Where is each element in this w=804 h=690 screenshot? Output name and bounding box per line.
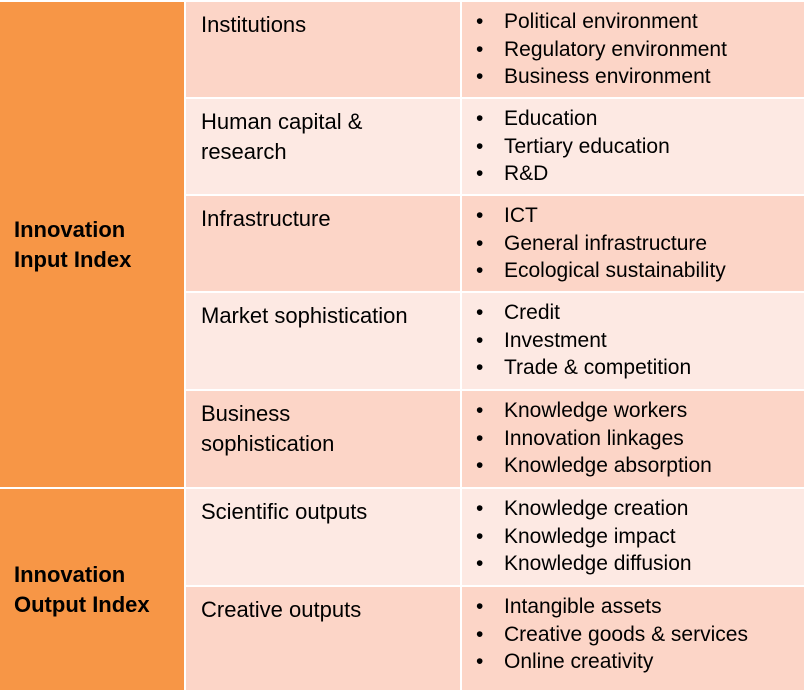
- group-label: Innovation Input Index: [14, 216, 132, 272]
- bullet-icon: •: [476, 204, 484, 227]
- bullet-icon: •: [476, 356, 484, 379]
- bullet-icon: •: [476, 107, 484, 130]
- subpillar-cell-business-sophistication: • Knowledge workers • Innovation linkages …: [462, 391, 804, 487]
- subpillar-item: • General infrastructure: [476, 230, 800, 258]
- subpillar-item: • Business environment: [476, 63, 800, 91]
- bullet-icon: •: [476, 552, 484, 575]
- subpillar-item: • ICT: [476, 202, 800, 230]
- subpillar-item: • Innovation linkages: [476, 425, 800, 453]
- subpillar-item: • Regulatory environment: [476, 36, 800, 64]
- pillar-cell-creative-outputs: Creative outputs: [186, 587, 460, 690]
- subpillar-item: • Tertiary education: [476, 133, 800, 161]
- bullet-icon: •: [476, 134, 484, 158]
- pillar-label: Scientific outputs: [201, 499, 368, 524]
- subpillar-list: • Knowledge workers • Innovation linkages …: [476, 397, 800, 480]
- pillar-label: Human capital & research: [201, 109, 363, 164]
- group-label: Innovation Output Index: [14, 561, 150, 617]
- subpillar-cell-infrastructure: • ICT • General infrastructure • Ecological…: [462, 196, 804, 291]
- subpillar-item: • Online creativity: [476, 648, 800, 676]
- bullet-icon: •: [476, 524, 484, 548]
- pillar-cell-infrastructure: Infrastructure: [186, 196, 460, 291]
- subpillar-item: • Creative goods & services: [476, 621, 800, 649]
- bullet-icon: •: [476, 650, 484, 673]
- group-innovation-output: Innovation Output Index: [0, 489, 184, 690]
- subpillar-item: • Education: [476, 105, 800, 133]
- subpillar-item: • Knowledge workers: [476, 397, 800, 425]
- subpillar-list: • Credit • Investment • Trade & competition: [476, 299, 800, 382]
- pillar-label: Infrastructure: [201, 206, 331, 231]
- subpillar-list: • Political environment • Regulatory envir…: [476, 8, 800, 91]
- subpillar-list: • Knowledge creation • Knowledge impact • K…: [476, 495, 800, 578]
- subpillar-item: • Knowledge diffusion: [476, 550, 800, 578]
- bullet-icon: •: [476, 497, 484, 520]
- subpillar-cell-creative-outputs: • Intangible assets • Creative goods & ser…: [462, 587, 804, 690]
- subpillar-item: • Political environment: [476, 8, 800, 36]
- subpillar-item: • Credit: [476, 299, 800, 327]
- bullet-icon: •: [476, 37, 484, 61]
- group-innovation-input: Innovation Input Index: [0, 2, 184, 487]
- pillar-label: Institutions: [201, 12, 307, 37]
- bullet-icon: •: [476, 426, 484, 450]
- pillar-cell-scientific-outputs: Scientific outputs: [186, 489, 460, 585]
- pillar-cell-business-sophistication: Business sophistication: [186, 391, 460, 487]
- pillar-cell-institutions: Institutions: [186, 2, 460, 97]
- subpillar-item: • Knowledge impact: [476, 523, 800, 551]
- subpillar-list: • Intangible assets • Creative goods & ser…: [476, 593, 800, 676]
- subpillar-list: • ICT • General infrastructure • Ecological…: [476, 202, 800, 285]
- pillar-cell-human-capital: Human capital & research: [186, 99, 460, 194]
- bullet-icon: •: [476, 10, 484, 33]
- subpillar-list: • Education • Tertiary education • R&D: [476, 105, 800, 188]
- bullet-icon: •: [476, 301, 484, 324]
- bullet-icon: •: [476, 595, 484, 618]
- bullet-icon: •: [476, 65, 484, 88]
- subpillar-item: • Ecological sustainability: [476, 257, 800, 285]
- bullet-icon: •: [476, 399, 484, 422]
- pillar-label: Market sophistication: [201, 303, 408, 328]
- pillar-cell-market-sophistication: Market sophistication: [186, 293, 460, 389]
- bullet-icon: •: [476, 259, 484, 282]
- subpillar-cell-institutions: • Political environment • Regulatory envir…: [462, 2, 804, 97]
- bullet-icon: •: [476, 231, 484, 255]
- pillar-label: Business sophistication: [201, 401, 335, 456]
- subpillar-item: • Knowledge absorption: [476, 452, 800, 480]
- subpillar-item: • R&D: [476, 160, 800, 188]
- bullet-icon: •: [476, 328, 484, 352]
- bullet-icon: •: [476, 454, 484, 477]
- pillar-label: Creative outputs: [201, 597, 362, 622]
- bullet-icon: •: [476, 622, 484, 646]
- subpillar-cell-market-sophistication: • Credit • Investment • Trade & competition: [462, 293, 804, 389]
- bullet-icon: •: [476, 162, 484, 185]
- subpillar-item: • Intangible assets: [476, 593, 800, 621]
- subpillar-item: • Knowledge creation: [476, 495, 800, 523]
- subpillar-item: • Trade & competition: [476, 354, 800, 382]
- subpillar-cell-human-capital: • Education • Tertiary education • R&D: [462, 99, 804, 194]
- subpillar-item: • Investment: [476, 327, 800, 355]
- subpillar-cell-scientific-outputs: • Knowledge creation • Knowledge impact • K…: [462, 489, 804, 585]
